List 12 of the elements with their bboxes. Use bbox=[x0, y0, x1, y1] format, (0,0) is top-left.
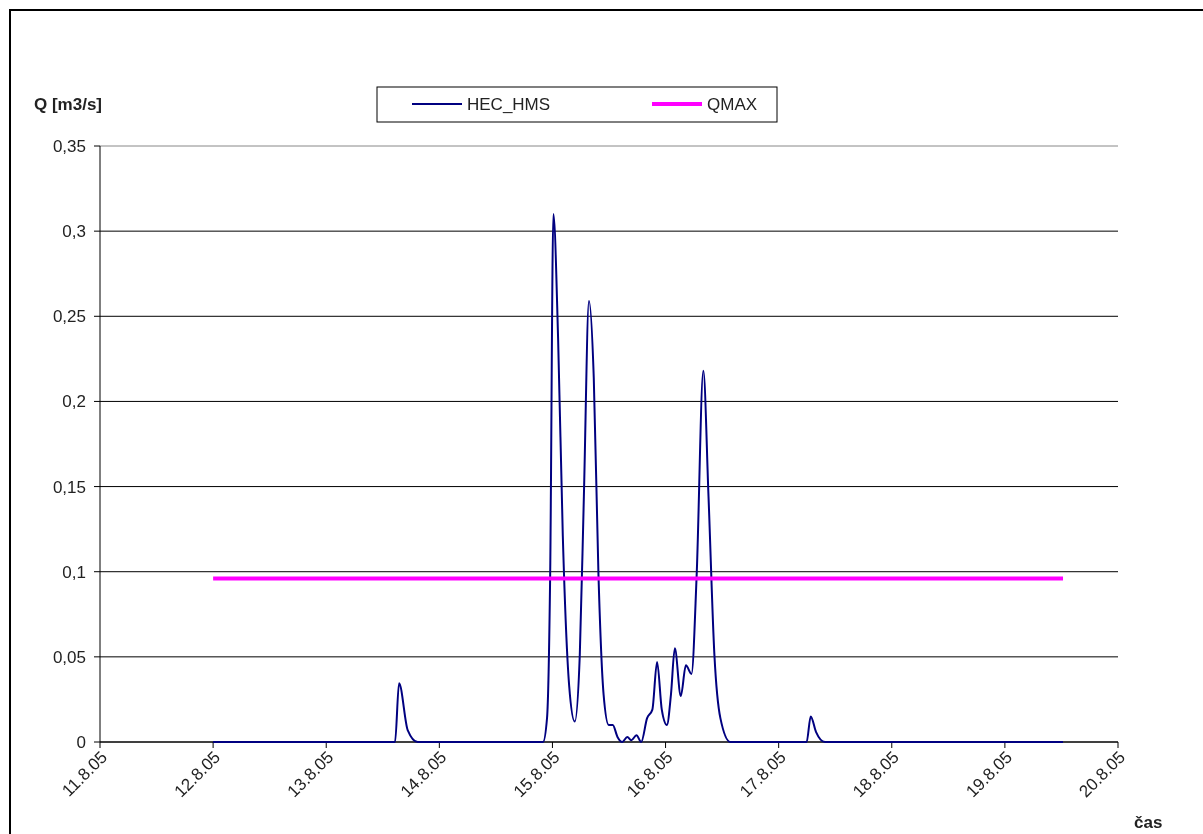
y-tick-label: 0,1 bbox=[62, 562, 86, 582]
y-tick-label: 0,05 bbox=[52, 647, 86, 667]
y-tick-label: 0,3 bbox=[62, 222, 86, 242]
x-axis-title: čas bbox=[1134, 813, 1163, 832]
legend-label: HEC_HMS bbox=[467, 94, 551, 114]
y-tick-label: 0 bbox=[76, 732, 86, 752]
y-tick-label: 0,2 bbox=[62, 392, 86, 412]
y-tick-label: 0,35 bbox=[52, 136, 86, 156]
y-tick-label: 0,15 bbox=[52, 477, 86, 497]
y-tick-label: 0,25 bbox=[52, 307, 86, 327]
legend-label: QMAX bbox=[707, 94, 758, 114]
y-axis-title: Q [m3/s] bbox=[34, 95, 103, 114]
